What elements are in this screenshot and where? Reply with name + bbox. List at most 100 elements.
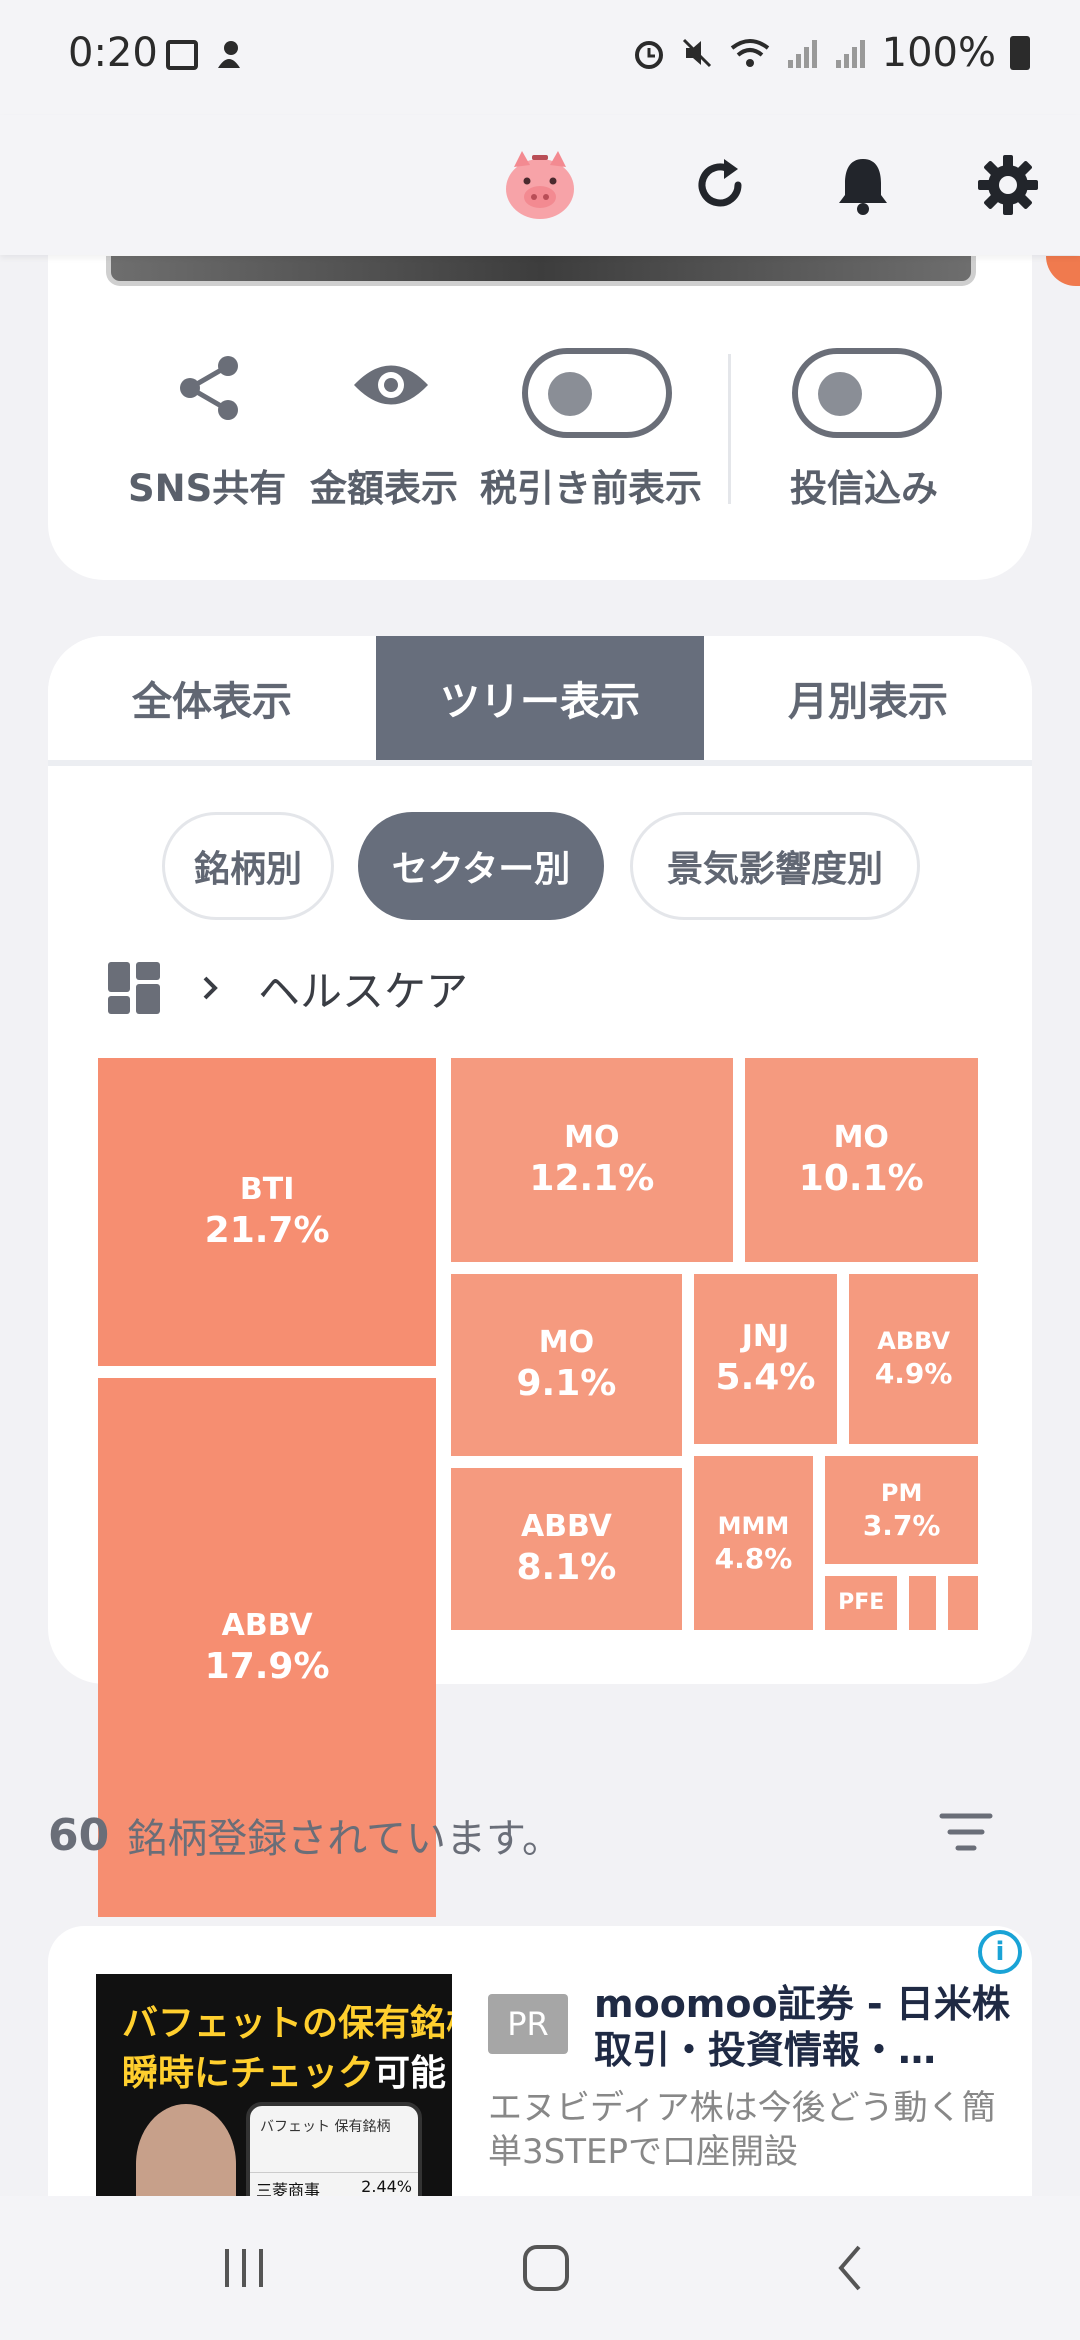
tab-tree[interactable]: ツリー表示	[376, 636, 704, 760]
treemap-tile[interactable]: PM 3.7%	[825, 1456, 978, 1565]
filter-icon[interactable]	[938, 1810, 994, 1854]
ad-title[interactable]: moomoo証券 - 日米株取引・投資情報・…	[594, 1982, 1010, 2072]
treemap-tile-value: 8.1%	[516, 1547, 617, 1589]
treemap-tile-value: 9.1%	[516, 1363, 617, 1405]
breadcrumb-current: ヘルスケア	[258, 966, 469, 1016]
ad-phone-title: バフェット 保有銘柄	[260, 2119, 391, 2135]
treemap-tile[interactable]: ABBV 4.9%	[849, 1273, 978, 1445]
refresh-icon[interactable]	[680, 145, 760, 225]
chip-by-stock[interactable]: 銘柄別	[162, 812, 334, 920]
treemap-tile-value: 17.9%	[204, 1646, 330, 1688]
status-indicators: 100%	[632, 30, 1030, 76]
ad-banner[interactable]: バフェットの保有銘柄を 瞬時にチェック可能 バフェット 保有銘柄 三菱商事 2.…	[48, 1926, 1032, 2196]
app-header	[0, 115, 1080, 255]
ad-phone-row: 三菱商事 2.44%	[250, 2172, 418, 2196]
view-tabs: 全体表示 ツリー表示 月別表示	[48, 636, 1032, 766]
eye-icon[interactable]	[350, 354, 432, 416]
pretax-display-label: 税引き前表示	[480, 467, 702, 510]
stock-count-text: 銘柄登録されています。	[127, 1816, 563, 1862]
alarm-icon	[634, 41, 663, 69]
treemap-tile-small[interactable]	[909, 1576, 937, 1630]
ad-phone-row-value: 2.44%	[361, 2177, 412, 2196]
sector-treemap: BTI 21.7% ABBV 17.9% MO 12.1% MO 10.1% MO 9.1% JNJ…	[98, 1058, 984, 1918]
chevron-right-icon	[203, 976, 218, 1000]
ad-image-line-1: バフェットの保有銘柄を	[122, 1994, 452, 2046]
stock-count-row: 60 銘柄登録されています。	[48, 1800, 1032, 1870]
dashboard-icon[interactable]	[106, 960, 162, 1016]
treemap-tile[interactable]: MO 9.1%	[451, 1273, 682, 1457]
treemap-tile[interactable]: ABBV 8.1%	[451, 1468, 682, 1630]
wifi-icon	[730, 39, 769, 67]
ad-image-text: 可能	[374, 2053, 447, 2094]
signal-2-icon	[835, 40, 865, 68]
include-funds-label: 投信込み	[790, 467, 938, 510]
share-icon[interactable]	[174, 352, 246, 424]
status-bar: 0:20 100%	[0, 0, 1080, 115]
ad-phone-row-name: 三菱商事	[256, 2181, 321, 2196]
treemap-tile-small[interactable]	[948, 1576, 978, 1630]
chip-by-economic-sensitivity[interactable]: 景気影響度別	[630, 812, 920, 920]
treemap-tile[interactable]: JNJ 5.4%	[693, 1273, 838, 1445]
treemap-tile-value: 12.1%	[529, 1158, 655, 1200]
divider	[728, 354, 731, 504]
treemap-tile-label: PFE	[838, 1590, 885, 1616]
card-image-strip	[106, 256, 976, 286]
treemap-tile[interactable]: ABBV 17.9%	[98, 1378, 437, 1918]
portfolio-view-card: 全体表示 ツリー表示 月別表示 銘柄別 セクター別 景気影響度別 ヘルスケア B…	[48, 636, 1032, 1918]
pretax-toggle[interactable]	[522, 348, 672, 438]
ad-pr-badge: PR	[488, 1994, 568, 2054]
treemap-tile-label: BTI	[239, 1171, 295, 1207]
treemap-tile[interactable]: PFE	[825, 1576, 898, 1630]
treemap-tile-value: 4.9%	[874, 1357, 953, 1391]
bell-icon[interactable]	[823, 145, 903, 225]
treemap-tile-value: 3.7%	[862, 1508, 941, 1542]
tab-monthly[interactable]: 月別表示	[704, 636, 1032, 760]
toggle-knob	[548, 372, 592, 416]
breadcrumb: ヘルスケア	[106, 958, 468, 1018]
treemap-tile-label: JNJ	[741, 1318, 790, 1354]
person-photo	[136, 2104, 236, 2196]
back-icon[interactable]	[790, 2196, 910, 2340]
treemap-tile[interactable]: MO 10.1%	[744, 1058, 978, 1262]
treemap-tile-value: 10.1%	[798, 1158, 924, 1200]
ad-phone-mockup: バフェット 保有銘柄 三菱商事 2.44%	[246, 2102, 422, 2196]
toggle-knob	[818, 372, 862, 416]
treemap-tile-value: 21.7%	[204, 1210, 330, 1252]
mute-icon	[682, 38, 711, 68]
status-time: 0:20	[68, 30, 158, 76]
fab-edge	[1046, 256, 1080, 286]
ad-image-text: 保有銘柄を	[338, 2003, 452, 2044]
battery-percent: 100%	[881, 30, 996, 76]
treemap-tile-label: MO	[538, 1324, 595, 1360]
treemap-tile[interactable]: MMM 4.8%	[693, 1456, 814, 1630]
chip-by-sector[interactable]: セクター別	[358, 812, 604, 920]
signal-icon	[787, 40, 817, 68]
treemap-tile-label: PM	[880, 1478, 923, 1507]
treemap-tile-label: MMM	[717, 1511, 790, 1540]
treemap-tile-value: 4.8%	[714, 1541, 793, 1575]
system-nav-bar	[0, 2196, 1080, 2340]
treemap-tile-label: ABBV	[221, 1607, 313, 1643]
gallery-notification-icon	[166, 40, 198, 70]
treemap-tile-label: ABBV	[877, 1327, 951, 1356]
piggy-bank-icon	[500, 145, 580, 225]
app-notification-icon	[214, 38, 244, 72]
treemap-tile-label: ABBV	[520, 1508, 612, 1544]
amount-display-label[interactable]: 金額表示	[310, 467, 458, 510]
sns-share-label[interactable]: SNS共有	[128, 467, 287, 510]
ad-image-line-2: 瞬時にチェック可能	[122, 2044, 446, 2096]
treemap-tile[interactable]: MO 12.1%	[451, 1058, 733, 1262]
battery-icon	[1010, 36, 1030, 70]
ad-image-text: 瞬時にチェック	[122, 2053, 375, 2094]
ad-image-text: バフェットの	[122, 2003, 339, 2044]
ad-image[interactable]: バフェットの保有銘柄を 瞬時にチェック可能 バフェット 保有銘柄 三菱商事 2.…	[96, 1974, 452, 2196]
treemap-tile[interactable]: BTI 21.7%	[98, 1058, 437, 1367]
gear-icon[interactable]	[968, 145, 1048, 225]
recent-apps-icon[interactable]	[184, 2196, 304, 2340]
home-icon[interactable]	[486, 2196, 606, 2340]
funds-toggle[interactable]	[792, 348, 942, 438]
tab-overall[interactable]: 全体表示	[48, 636, 376, 760]
ad-info-icon[interactable]: i	[978, 1930, 1022, 1974]
treemap-tile-label: MO	[564, 1119, 620, 1155]
ad-description[interactable]: エヌビディア株は今後どう動く簡単3STEPで口座開設	[488, 2088, 996, 2173]
